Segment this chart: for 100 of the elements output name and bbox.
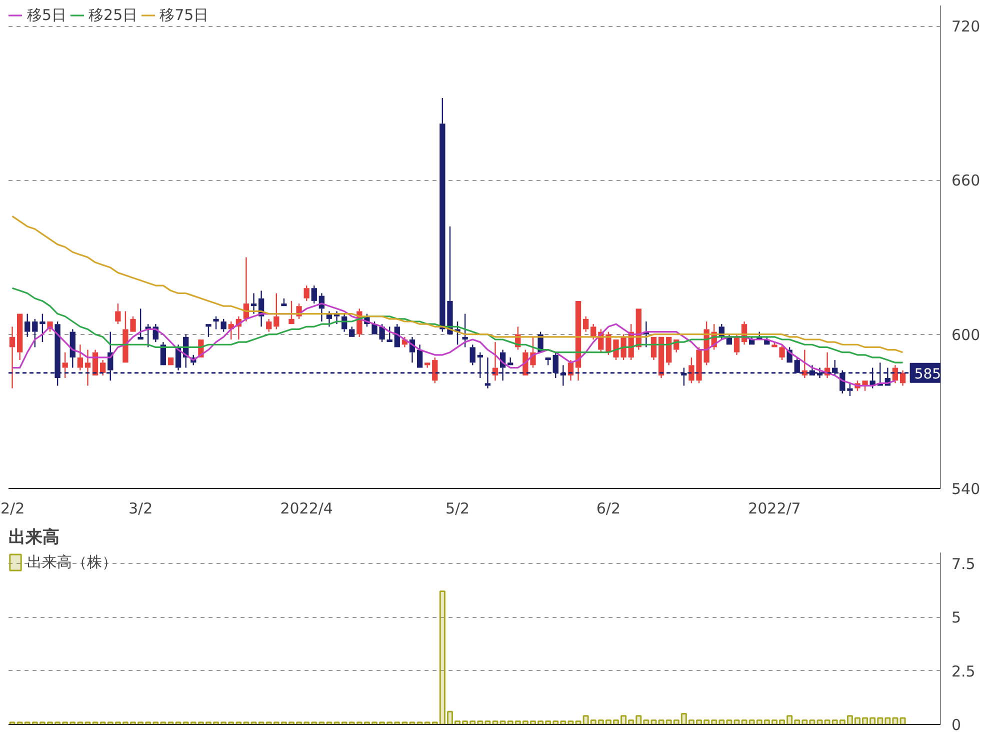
bar: [734, 719, 740, 724]
bar: [650, 719, 657, 724]
legend-label: 移25日: [88, 6, 138, 24]
bar: [462, 720, 468, 724]
bar: [432, 722, 438, 724]
bar: [477, 720, 484, 724]
chart-title: 出来高: [8, 528, 60, 548]
bar: [220, 722, 227, 724]
y-tick-label: 720: [952, 18, 980, 36]
bar: [304, 722, 310, 724]
bar: [628, 719, 634, 724]
bar: [32, 722, 38, 724]
bar: [704, 719, 710, 724]
bar: [364, 722, 370, 724]
legend-label: 移5日: [27, 6, 67, 24]
bar: [454, 720, 461, 724]
bar: [356, 722, 362, 724]
legend-label: 出来高（株）: [27, 552, 117, 572]
bar: [522, 720, 528, 724]
bar: [839, 719, 846, 724]
y-tick-label: 600: [952, 326, 980, 344]
bar: [688, 719, 694, 724]
candlestick: [77, 344, 84, 371]
bar: [560, 720, 566, 724]
bar: [718, 719, 725, 724]
bar: [439, 590, 446, 724]
bar: [764, 719, 770, 724]
bar: [786, 715, 793, 724]
x-tick-label: 2022/7: [748, 500, 801, 518]
x-tick-label: 6/2: [596, 500, 621, 518]
bar: [756, 719, 762, 724]
bar: [870, 717, 876, 724]
bar: [892, 717, 898, 724]
candlestick: [84, 349, 91, 386]
bar: [280, 722, 287, 724]
bar: [122, 722, 128, 724]
bar: [741, 719, 748, 724]
bar: [771, 719, 778, 724]
candlestick: [62, 352, 68, 379]
bar: [824, 719, 830, 724]
bar: [145, 722, 152, 724]
bar: [228, 722, 234, 724]
bar: [39, 722, 46, 724]
bar: [100, 722, 106, 724]
bar: [666, 719, 672, 724]
bar: [545, 720, 552, 724]
bar: [530, 720, 536, 724]
bar: [500, 720, 506, 724]
bar: [62, 722, 68, 724]
bar: [590, 719, 596, 724]
bar: [620, 715, 627, 724]
bar: [598, 719, 604, 724]
bar: [884, 717, 891, 724]
bar: [809, 719, 816, 724]
bar: [680, 713, 687, 724]
bar: [190, 722, 196, 724]
bar: [54, 722, 61, 724]
candlestick: [100, 359, 106, 376]
bar: [138, 722, 144, 724]
bar: [726, 719, 732, 724]
bar: [198, 722, 204, 724]
bar: [832, 719, 838, 724]
bar: [296, 722, 302, 724]
candlestick: [582, 316, 589, 332]
bar: [854, 717, 860, 724]
bar: [575, 720, 582, 724]
bar: [205, 722, 212, 724]
bar: [794, 719, 800, 724]
bar: [538, 720, 544, 724]
y-tick-label: 0: [952, 716, 962, 734]
bar: [348, 722, 355, 724]
bar: [46, 722, 54, 724]
bar: [152, 722, 159, 724]
bar: [24, 722, 30, 724]
ref-line-label: 585: [914, 366, 942, 382]
y-tick-label: 2.5: [952, 662, 976, 680]
bar: [711, 719, 718, 724]
candlestick: [9, 326, 16, 389]
bar: [266, 722, 272, 724]
bar: [748, 719, 755, 724]
bar: [582, 715, 589, 724]
bar: [673, 719, 680, 724]
bar: [605, 719, 612, 724]
bar: [386, 722, 393, 724]
bar: [877, 717, 884, 724]
bar: [446, 710, 453, 724]
bar: [379, 722, 386, 724]
y-tick-label: 5: [952, 608, 962, 626]
bar: [492, 720, 498, 724]
x-tick-label: 3/2: [128, 500, 153, 518]
candlestick: [900, 370, 906, 386]
bar: [862, 717, 868, 724]
bar: [612, 719, 620, 724]
y-tick-label: 660: [952, 172, 980, 190]
bar: [658, 719, 664, 724]
bar: [900, 717, 906, 724]
bar: [70, 722, 76, 724]
bar: [514, 720, 521, 724]
bar: [643, 719, 650, 724]
bar: [114, 722, 121, 724]
